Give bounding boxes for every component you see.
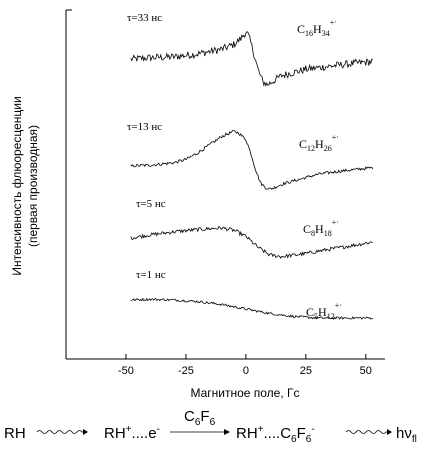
x-tick-label: 25: [300, 365, 312, 377]
x-axis-label: Магнитное поле, Гс: [190, 386, 299, 400]
x-tick-label: -50: [118, 365, 134, 377]
delay-label-5: τ=5 нс: [136, 198, 166, 210]
scheme-wavy-arrow-2: [345, 430, 390, 434]
y-axis-label-line1: Интенсивность флюоресценции: [10, 96, 24, 275]
plot-frame: [65, 9, 385, 360]
spectrum-curve-3: [130, 297, 373, 320]
scheme-photon: hνfl: [396, 425, 417, 445]
spectrum-curve-0: [130, 31, 374, 88]
spectrum-curve-2: [130, 225, 373, 259]
x-tick-label: -25: [178, 365, 194, 377]
spectrum-curve-1: [130, 129, 374, 190]
scheme-rh: RH: [4, 425, 26, 442]
formula-c12h26: C12H26+·: [299, 133, 339, 153]
formula-c16h34: C16H34+·: [297, 18, 337, 38]
reaction-scheme: RH RH+....e- C6F6 RH+....C6F6- hνfl: [4, 408, 417, 445]
scheme-radical-pair-1: RH+....e-: [104, 424, 160, 442]
formula-c8h18: C8H18+·: [303, 218, 339, 238]
scheme-arrowhead-3: [387, 429, 392, 435]
scheme-arrowhead-1: [83, 429, 88, 435]
delay-label-33: τ=33 нс: [127, 12, 162, 24]
scheme-acceptor: C6F6: [184, 408, 216, 428]
x-ticks: -50 -25 0 25 50: [118, 354, 372, 377]
x-tick-label: 50: [360, 365, 372, 377]
scheme-radical-pair-2: RH+....C6F6-: [236, 424, 315, 445]
delay-label-13: τ=13 нс: [127, 121, 162, 133]
scheme-arrowhead-2: [224, 429, 230, 435]
curves: [130, 31, 374, 320]
delay-label-1: τ=1 нс: [136, 269, 166, 281]
x-tick-label: 0: [243, 365, 249, 377]
y-axis-label-line2: (первая производная): [26, 125, 40, 247]
scheme-wavy-arrow-1: [36, 430, 86, 434]
formula-c5h12: C5H12+·: [306, 301, 342, 321]
